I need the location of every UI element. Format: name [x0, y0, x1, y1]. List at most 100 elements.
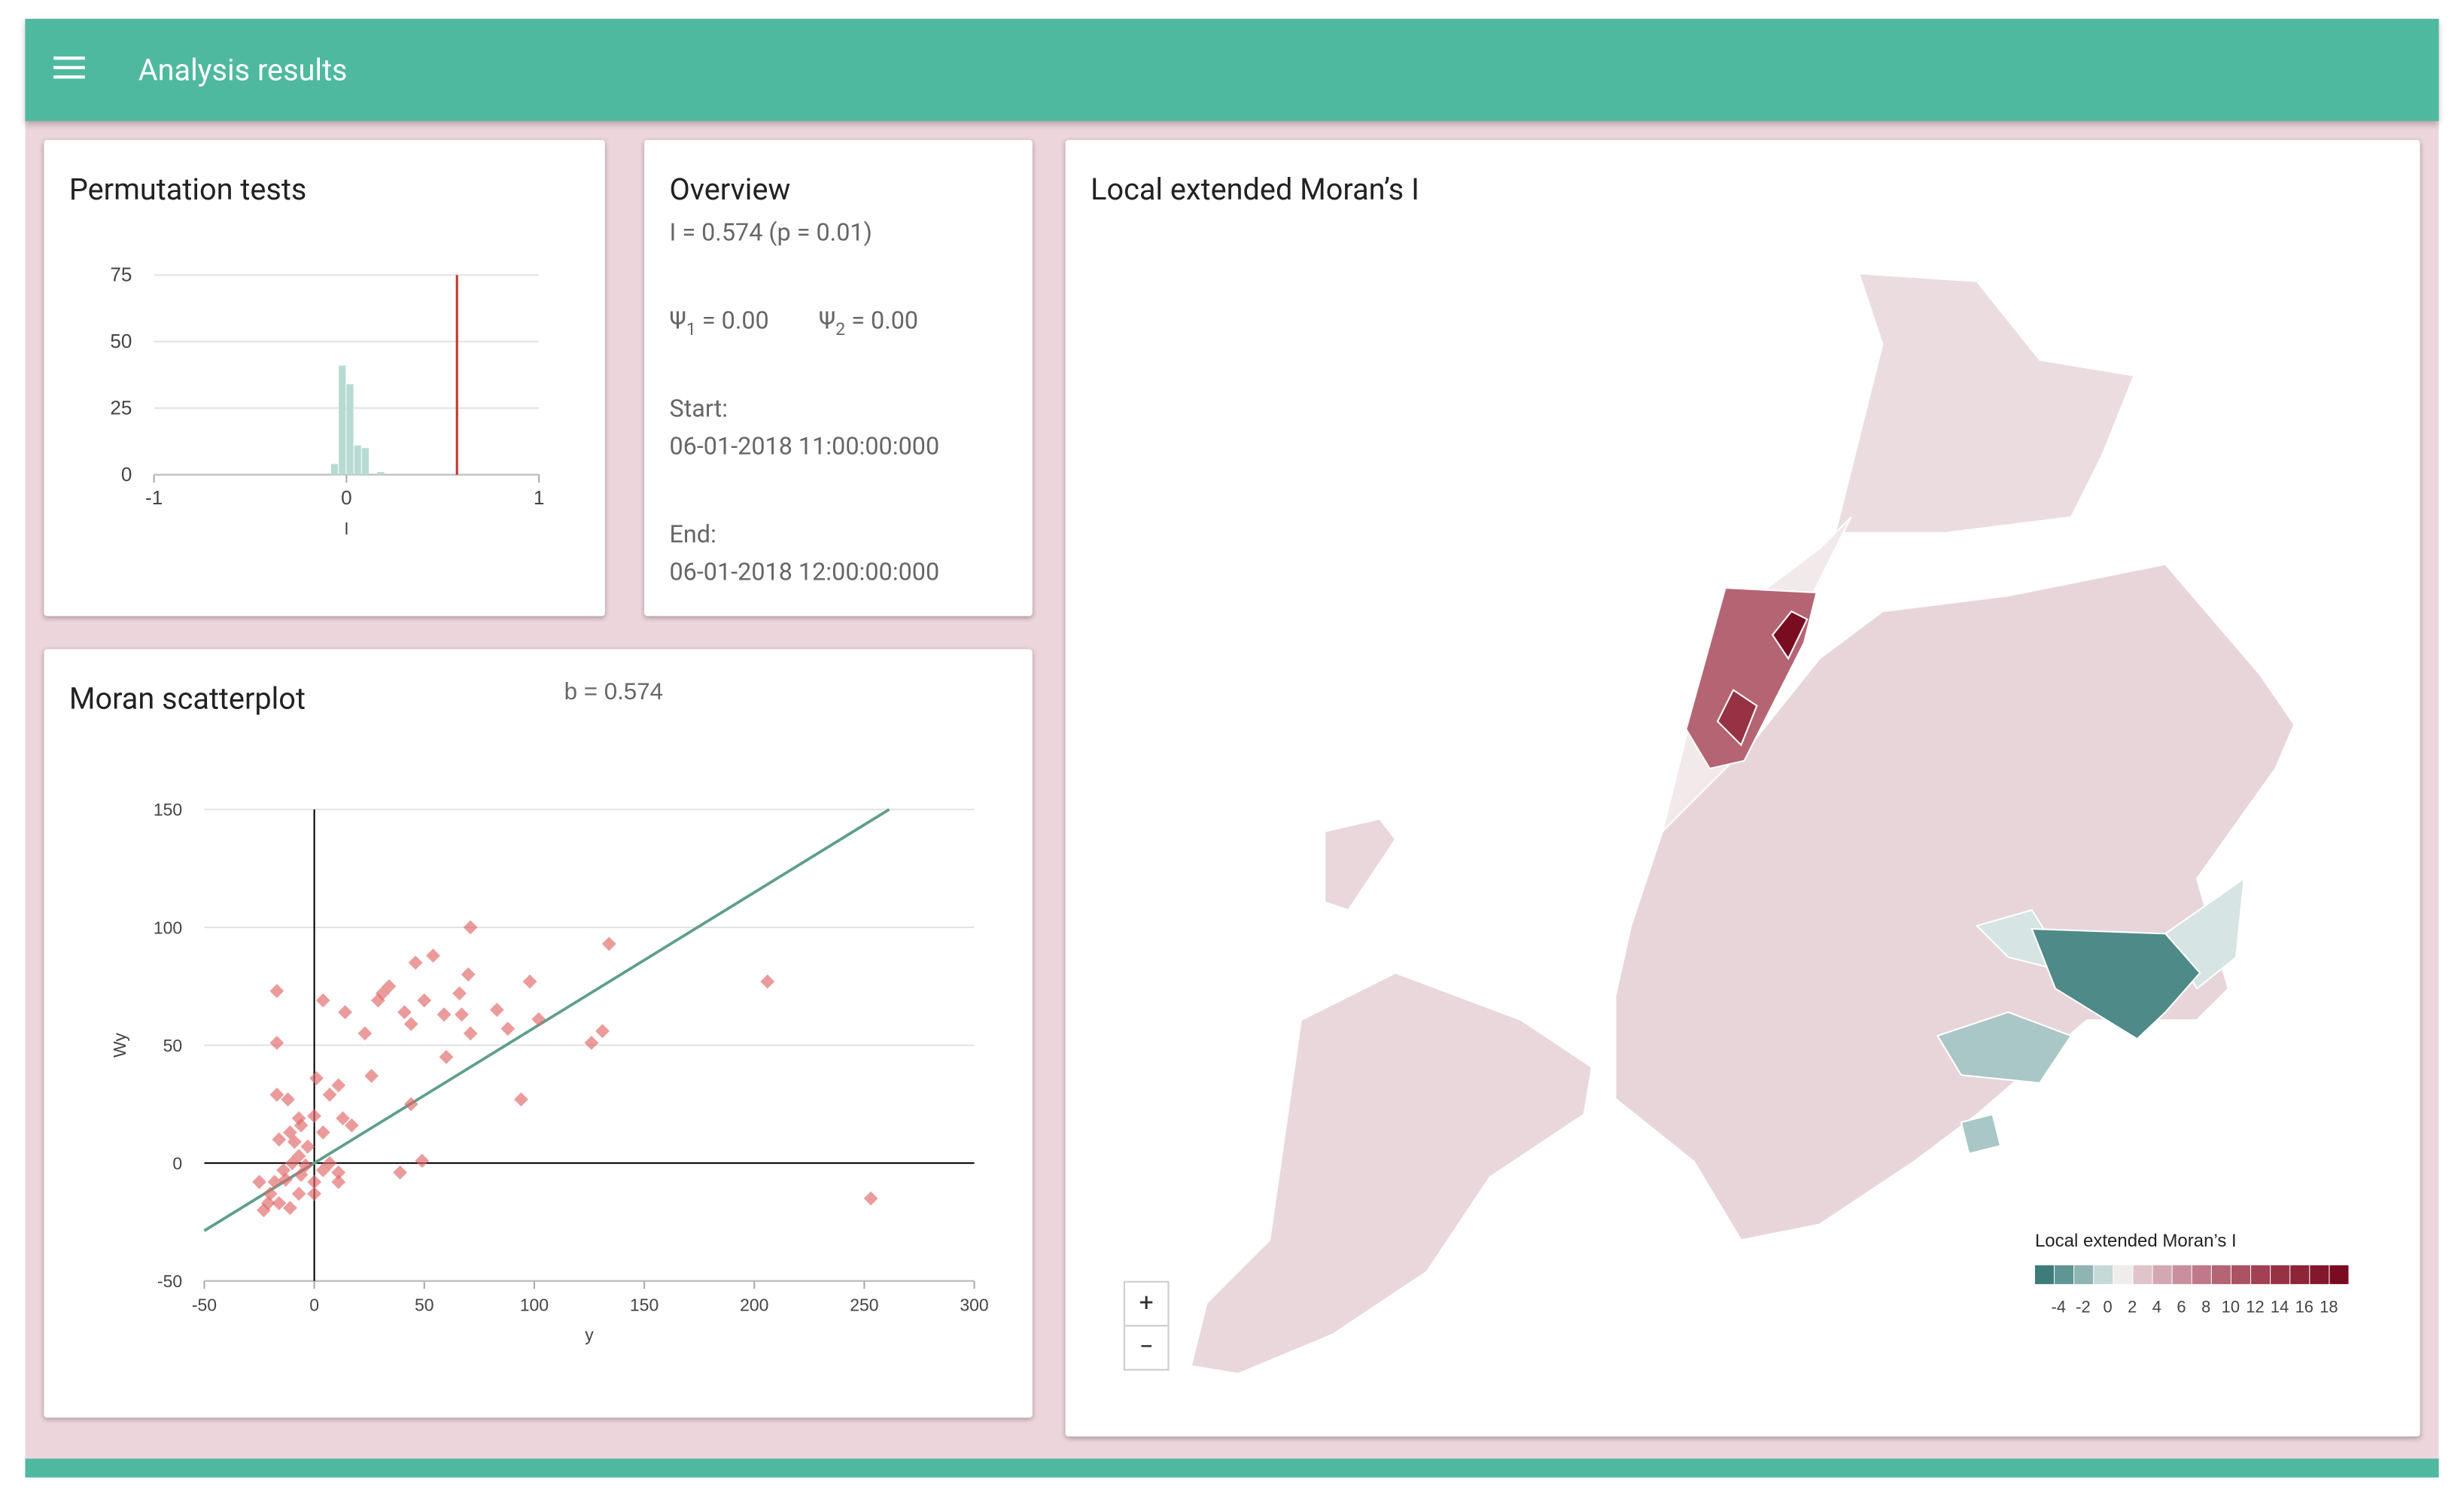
x-tick-label: -50 — [192, 1295, 217, 1314]
label: Start: — [669, 394, 729, 423]
zoom-out[interactable]: − — [1123, 1325, 1170, 1371]
point — [263, 1186, 278, 1201]
coldspot — [1960, 1113, 2002, 1155]
app-bar — [25, 19, 2439, 121]
bronx — [1834, 272, 2135, 534]
point — [426, 948, 440, 963]
point — [315, 993, 330, 1008]
point — [403, 1097, 418, 1112]
footer-bar — [25, 1458, 2439, 1478]
legend-tick-label: 0 — [2103, 1297, 2112, 1316]
value: = 0.00 — [695, 306, 769, 335]
psi: Ψ2 = 0.00 — [819, 306, 918, 339]
point — [397, 1005, 412, 1020]
legend-swatch — [2152, 1265, 2172, 1284]
value: = 0.00 — [845, 306, 919, 335]
point — [439, 1049, 454, 1064]
y-axis-label: Wy — [110, 1033, 129, 1058]
regression-line — [203, 808, 890, 1232]
point — [331, 1078, 346, 1093]
legend-swatch — [2211, 1265, 2231, 1284]
bar — [377, 472, 385, 475]
x-tick-label: 1 — [534, 486, 545, 509]
point — [291, 1111, 306, 1126]
point — [437, 1007, 452, 1022]
staten-island — [1190, 972, 1593, 1375]
legend-tick-label: 8 — [2201, 1297, 2210, 1316]
legend-tick-label: 14 — [2271, 1297, 2289, 1316]
point — [307, 1109, 321, 1123]
point — [455, 1007, 469, 1022]
legend-swatch — [2271, 1265, 2290, 1284]
point — [489, 1003, 504, 1017]
card-title: Permutation tests — [68, 171, 307, 208]
card: Overview I = 0.574 (p = 0.01) Ψ1 = 0.00 … — [644, 139, 1033, 617]
point — [291, 1186, 306, 1201]
y-tick-label: -50 — [157, 1271, 182, 1291]
y-tick-label: 25 — [110, 397, 132, 419]
x-tick-label: 50 — [415, 1295, 434, 1314]
y-tick-label: 75 — [110, 263, 132, 286]
x-axis-label: I — [344, 519, 348, 538]
app-title: Analysis results — [138, 51, 348, 88]
legend-swatch — [2231, 1265, 2251, 1284]
legend-tick-label: 4 — [2152, 1297, 2161, 1316]
point — [276, 1163, 291, 1177]
point — [283, 1201, 297, 1216]
legend-swatch — [2290, 1265, 2310, 1284]
legend-title: Local extended Moran’s I — [2035, 1231, 2237, 1251]
legend-swatch — [2113, 1265, 2133, 1284]
point — [584, 1035, 599, 1050]
y-tick-label: 50 — [163, 1036, 183, 1055]
y-tick-label: 100 — [154, 918, 182, 937]
point — [322, 1155, 337, 1171]
point — [415, 1153, 430, 1168]
legend-tick-label: 18 — [2320, 1297, 2338, 1316]
point — [463, 1026, 478, 1041]
point — [269, 984, 284, 998]
card-title: Local extended Moran’s I — [1091, 171, 1419, 208]
card: Permutation tests 0 25 50 75 -1 0 1 I — [44, 139, 605, 617]
point — [256, 1203, 271, 1218]
x-tick-label: 0 — [341, 486, 352, 509]
menu-button[interactable] — [53, 56, 85, 81]
card: Moran scatterplot -50 0 50 100 150 -50 0 50 100 1… — [44, 649, 1033, 1418]
point — [283, 1125, 297, 1140]
symbol: Ψ — [669, 306, 686, 335]
point — [267, 1174, 282, 1189]
card: Local extended Moran’s I Local extended … — [1065, 139, 2420, 1437]
point — [522, 974, 537, 989]
zoom-in[interactable]: + — [1123, 1280, 1170, 1327]
x-tick-label: 100 — [520, 1295, 549, 1314]
point — [294, 1168, 309, 1183]
x-tick-label: 250 — [850, 1295, 878, 1314]
point — [300, 1139, 315, 1154]
point — [294, 1118, 309, 1133]
point — [452, 986, 467, 1001]
annotation: b = 0.574 — [564, 678, 663, 705]
map: Local extended Moran’s I -4 -2 0 2 4 6 8 10 12 14 1… — [1190, 272, 2349, 1375]
y-tick-label: 0 — [121, 463, 132, 486]
point — [322, 1087, 337, 1102]
point — [278, 1172, 293, 1187]
point — [298, 1158, 313, 1173]
point — [463, 920, 478, 935]
point — [269, 1035, 284, 1050]
point — [403, 1016, 418, 1031]
legend-swatch — [2074, 1265, 2094, 1284]
bar — [330, 464, 339, 475]
legend-tick-label: 16 — [2295, 1297, 2313, 1316]
point — [272, 1132, 287, 1147]
x-tick-label: 150 — [630, 1295, 659, 1314]
coldspot — [2031, 927, 2201, 1040]
bar — [339, 365, 346, 475]
point — [417, 993, 432, 1008]
point — [382, 979, 397, 994]
point — [461, 967, 476, 982]
island — [1324, 817, 1397, 912]
legend-swatch — [2310, 1265, 2329, 1284]
y-tick-label: 0 — [172, 1153, 182, 1173]
point — [315, 1125, 330, 1140]
point — [269, 1087, 284, 1102]
